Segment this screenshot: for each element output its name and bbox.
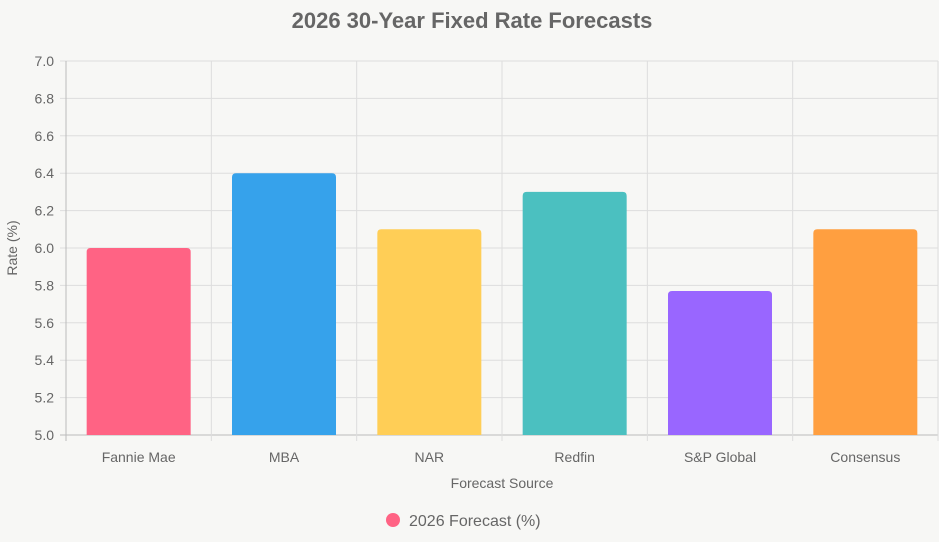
y-tick-label: 5.6 (35, 315, 55, 331)
bars (86, 173, 918, 435)
bar-redfin[interactable] (522, 191, 627, 435)
x-tick-label: NAR (415, 449, 445, 465)
y-tick-label: 5.0 (35, 427, 55, 443)
bar-consensus[interactable] (813, 229, 918, 435)
grid (60, 60, 939, 441)
y-axis-label: Rate (%) (4, 220, 20, 275)
x-tick-label: Redfin (554, 449, 594, 465)
y-axis-ticks: 5.0 5.2 5.4 5.6 5.8 6.0 6.2 6.4 6.6 6.8 7.0 (35, 53, 55, 443)
x-tick-label: MBA (269, 449, 300, 465)
y-tick-label: 6.0 (35, 240, 55, 256)
y-tick-label: 6.6 (35, 128, 55, 144)
x-tick-label: Fannie Mae (102, 449, 176, 465)
x-axis-ticks: Fannie Mae MBA NAR Redfin S&P Global Consensu… (102, 449, 901, 465)
y-tick-label: 5.2 (35, 390, 55, 406)
bar-nar[interactable] (377, 229, 482, 435)
x-axis-label: Forecast Source (451, 475, 554, 491)
y-tick-label: 6.4 (35, 165, 55, 181)
y-tick-label: 5.4 (35, 352, 55, 368)
legend-label: 2026 Forecast (%) (409, 513, 541, 530)
y-tick-label: 5.8 (35, 277, 55, 293)
y-tick-label: 6.2 (35, 203, 55, 219)
legend[interactable]: 2026 Forecast (%) (386, 513, 541, 530)
legend-swatch (386, 513, 400, 527)
y-tick-label: 7.0 (35, 53, 55, 69)
bar-mba[interactable] (232, 173, 336, 435)
bar-fannie-mae[interactable] (86, 248, 191, 435)
y-tick-label: 6.8 (35, 90, 55, 106)
bar-s-p-global[interactable] (668, 291, 772, 435)
x-tick-label: S&P Global (684, 449, 756, 465)
chart-title: 2026 30-Year Fixed Rate Forecasts (292, 8, 653, 33)
x-tick-label: Consensus (830, 449, 900, 465)
